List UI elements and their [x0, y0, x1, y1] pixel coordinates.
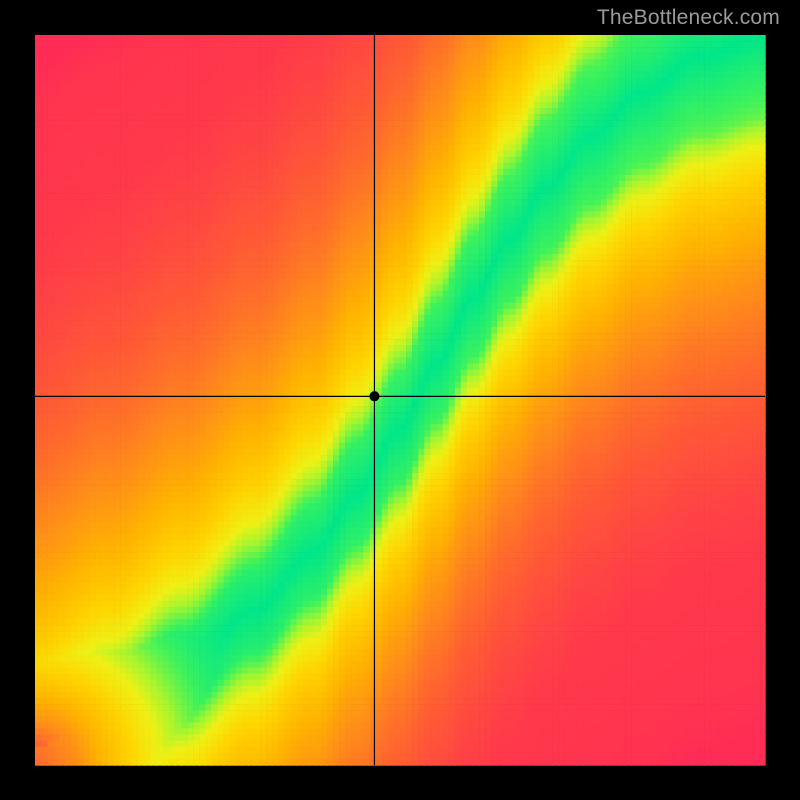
watermark-text: TheBottleneck.com: [597, 6, 780, 30]
bottleneck-heatmap: [0, 0, 800, 800]
chart-container: TheBottleneck.com: [0, 0, 800, 800]
